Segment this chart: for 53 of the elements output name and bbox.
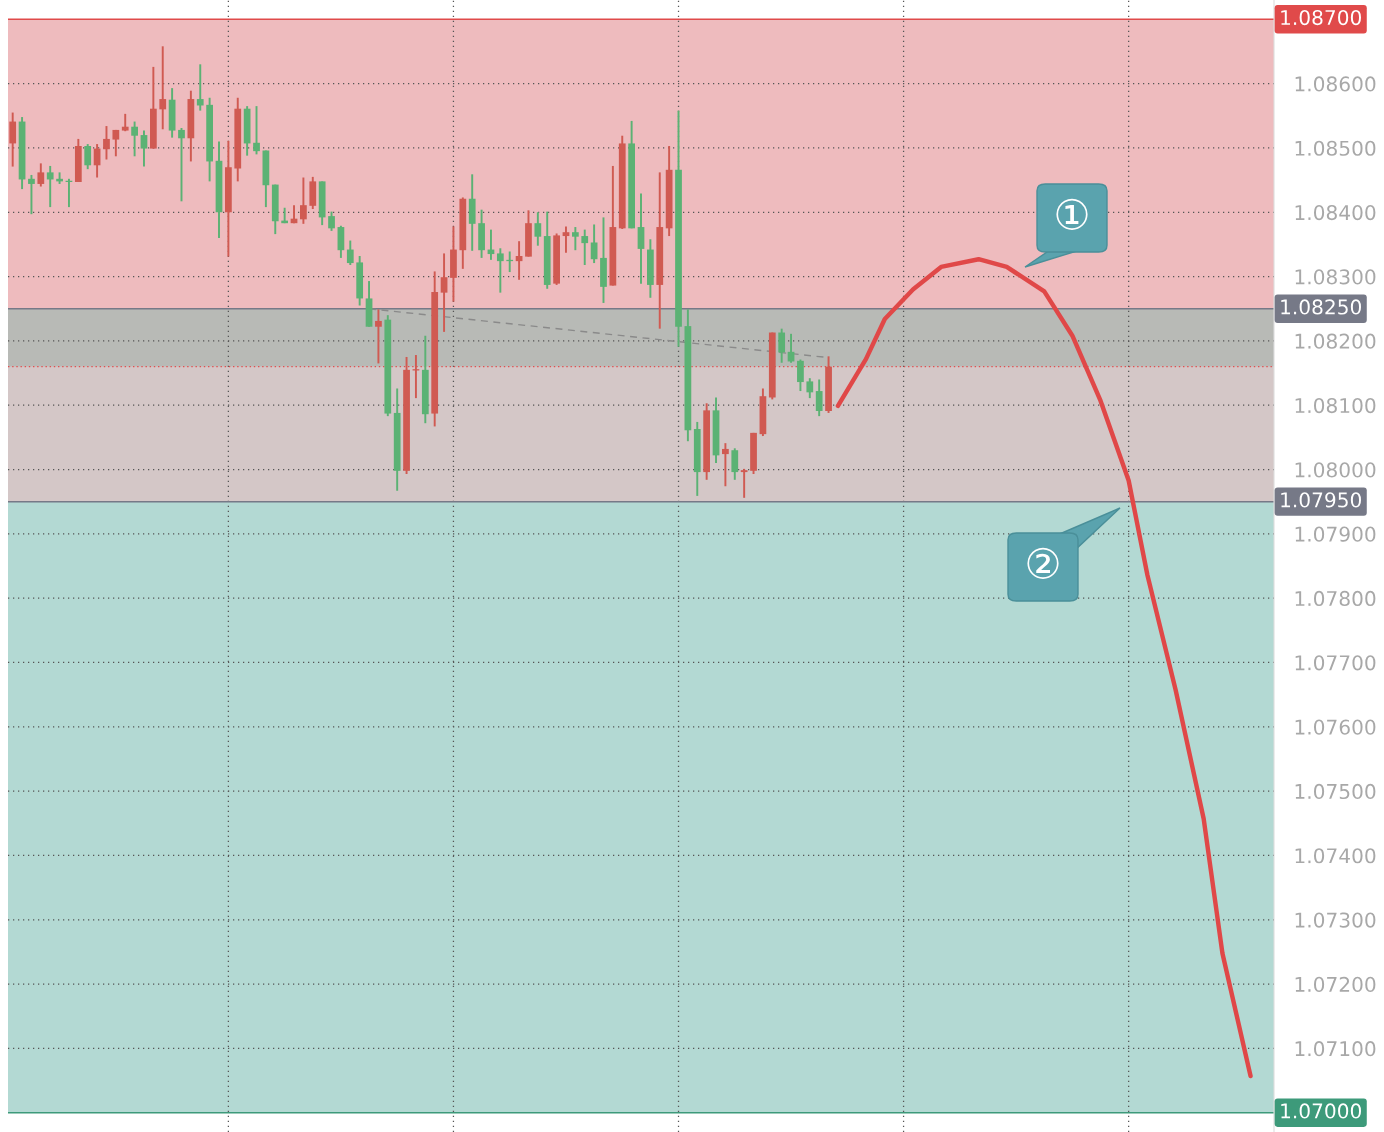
- y-tick-label: 1.07600: [1295, 719, 1376, 735]
- y-tick-label: 1.08600: [1295, 76, 1376, 92]
- candlestick: [797, 358, 804, 393]
- candlestick: [196, 63, 204, 112]
- candlestick: [731, 447, 739, 481]
- y-tick-label: 1.07400: [1295, 848, 1376, 864]
- candlestick: [140, 129, 148, 168]
- candlestick: [440, 252, 448, 333]
- candlestick: [496, 247, 504, 294]
- candlestick: [112, 128, 120, 158]
- ref-line-label: 1.08700: [1281, 9, 1362, 26]
- y-tick-label: 1.07500: [1295, 783, 1376, 800]
- candlestick: [84, 143, 92, 171]
- candlestick: [253, 105, 260, 156]
- candlestick: [815, 378, 823, 418]
- y-tick-label: 1.08400: [1295, 204, 1376, 221]
- candlestick: [9, 111, 17, 168]
- ref-line-label: 1.07950: [1281, 492, 1362, 508]
- candlestick: [581, 228, 589, 266]
- candlestick: [590, 223, 598, 265]
- y-tick-label: 1.08200: [1295, 333, 1376, 349]
- candlestick: [300, 176, 307, 225]
- y-tick-label: 1.08300: [1295, 269, 1376, 285]
- y-tick-label: 1.07100: [1295, 1041, 1376, 1057]
- candlestick: [571, 226, 579, 252]
- y-tick-label: 1.07700: [1295, 655, 1376, 671]
- annotation: ②: [1027, 547, 1059, 579]
- y-tick-label: 1.08000: [1295, 462, 1376, 478]
- y-tick-label: 1.07800: [1295, 590, 1376, 607]
- candlestick: [806, 377, 814, 400]
- ref-line-label: 1.08250: [1281, 299, 1362, 315]
- candlestick: [28, 173, 35, 216]
- candlestick: [722, 442, 729, 488]
- y-tick-label: 1.07200: [1295, 976, 1376, 993]
- candlestick: [346, 239, 354, 266]
- candlestick: [37, 162, 45, 188]
- candlestick: [778, 327, 786, 364]
- y-tick-label: 1.07300: [1295, 912, 1376, 928]
- candlestick: [534, 211, 542, 247]
- candlestick: [328, 210, 335, 232]
- y-tick-label: 1.07900: [1295, 526, 1376, 542]
- candlestick: [740, 467, 748, 499]
- candlestick: [159, 45, 167, 131]
- annotation: ①: [1056, 198, 1088, 230]
- candlestick: [131, 120, 138, 158]
- y-tick-label: 1.08500: [1295, 140, 1376, 156]
- candlestick: [562, 225, 570, 254]
- candlestick: [178, 127, 185, 203]
- y-tick-label: 1.08100: [1295, 397, 1376, 414]
- candlestick: [46, 164, 54, 209]
- candlestick: [103, 125, 110, 161]
- ref-line-label: 1.07000: [1281, 1103, 1362, 1119]
- candlestick: [375, 308, 382, 365]
